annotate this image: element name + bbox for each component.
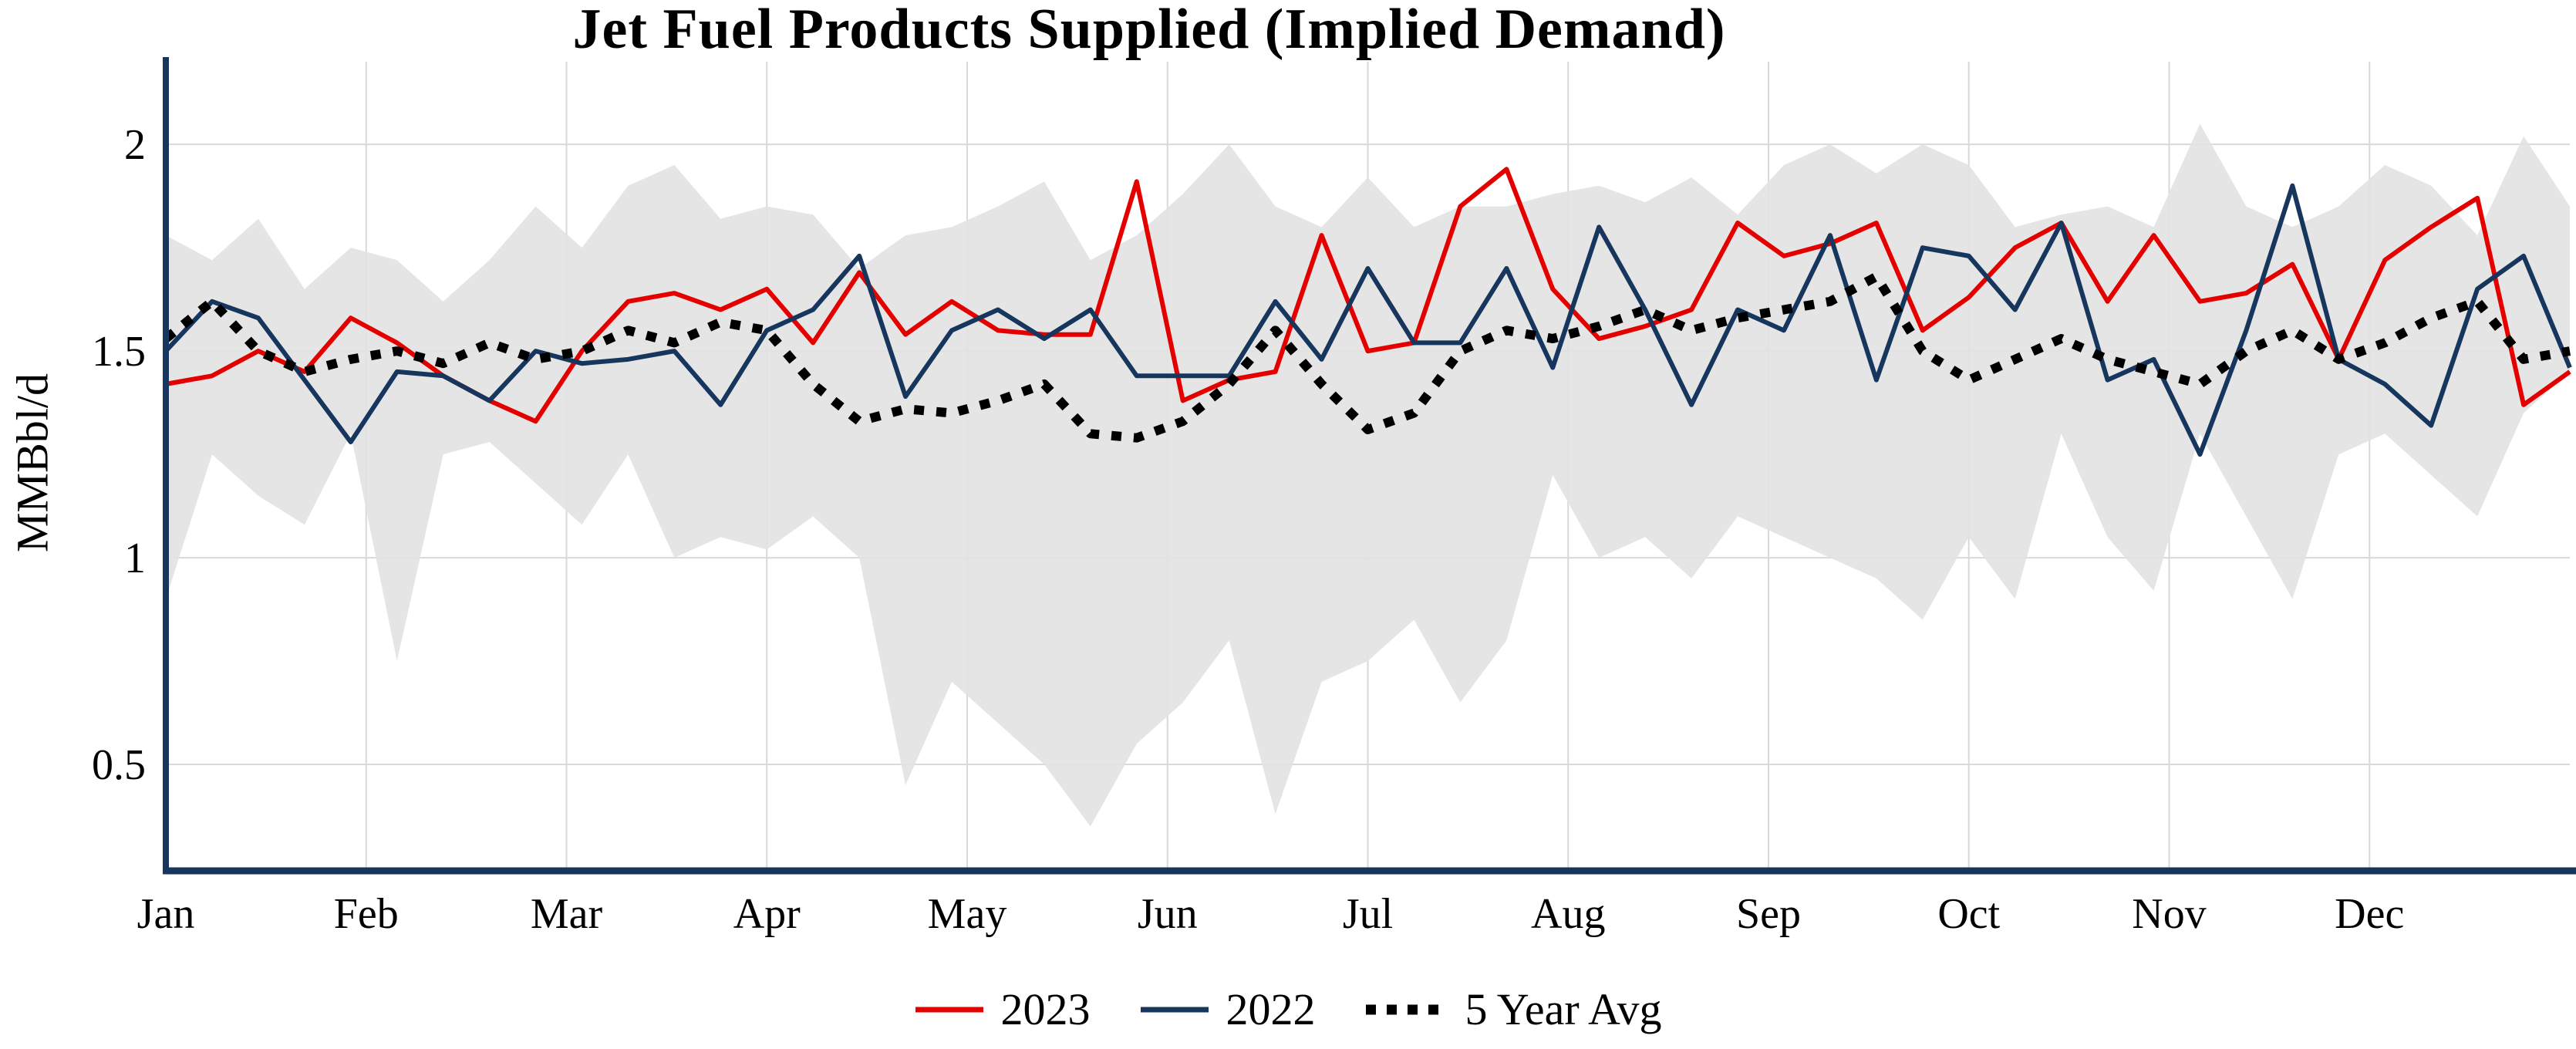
y-tick-label: 1: [124, 535, 146, 582]
series-2023-line: [165, 167, 2571, 424]
y-tick-label: 1.5: [92, 328, 146, 376]
x-tick-label: Sep: [1736, 890, 1801, 938]
series-2022-line: [164, 183, 2572, 457]
x-tick-label: Jul: [1343, 890, 1393, 938]
x-tick-label: Dec: [2335, 890, 2404, 938]
x-tick-label: Oct: [1937, 890, 2000, 938]
legend-item-2022: 2022: [1139, 983, 1315, 1035]
legend-line-sample: [1141, 1007, 1209, 1012]
legend-line-sample: [915, 1007, 984, 1012]
legend: 2023 2022 5 Year Avg: [0, 983, 2576, 1035]
x-tick-label: Feb: [334, 890, 399, 938]
x-tick-label: Nov: [2132, 890, 2206, 938]
x-tick-label: Jan: [137, 890, 195, 938]
axes: [163, 57, 2576, 875]
x-tick-label: Mar: [531, 890, 603, 938]
legend-line-sample: [1366, 1004, 1448, 1014]
legend-item-5-year-avg: 5 Year Avg: [1364, 983, 1662, 1035]
y-tick-label: 2: [124, 121, 146, 169]
x-tick-label: Aug: [1531, 890, 1605, 938]
legend-label: 2023: [1000, 984, 1091, 1034]
legend-label: 2022: [1226, 984, 1316, 1034]
x-tick-label: May: [928, 890, 1007, 938]
series-5-year-avg-line: [163, 272, 2571, 443]
tick-labels: 0.5 1 1.5 2 Jan Feb Mar Apr May Jun Jul Aug Sep Oct No…: [92, 121, 2404, 938]
x-tick-label: Jun: [1138, 890, 1198, 938]
y-tick-label: 0.5: [92, 741, 146, 789]
legend-label: 5 Year Avg: [1465, 984, 1662, 1034]
chart-title: Jet Fuel Products Supplied (Implied Dema…: [572, 0, 1726, 61]
legend-item-2023: 2023: [914, 983, 1090, 1035]
x-tick-label: Apr: [733, 890, 801, 938]
